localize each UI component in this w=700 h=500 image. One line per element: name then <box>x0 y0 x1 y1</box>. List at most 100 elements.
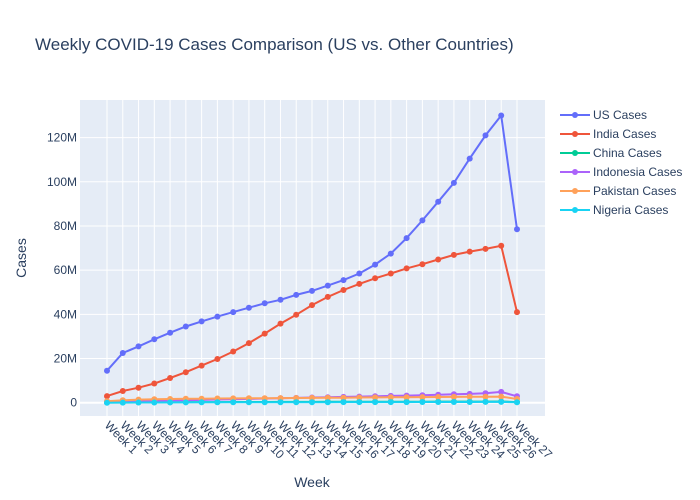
data-point <box>104 399 110 406</box>
data-point <box>135 384 142 391</box>
y-tick-label: 100M <box>47 175 77 189</box>
data-point <box>450 399 457 405</box>
data-point <box>372 399 379 406</box>
data-point <box>214 399 221 406</box>
data-point <box>324 394 331 401</box>
y-tick-label: 120M <box>47 131 77 145</box>
data-point <box>387 250 394 257</box>
data-point <box>498 242 505 249</box>
y-tick-label: 80M <box>54 219 77 233</box>
data-point <box>482 245 489 252</box>
data-point <box>309 302 315 309</box>
data-point <box>466 393 473 400</box>
data-point <box>198 399 205 406</box>
data-point <box>245 399 252 406</box>
data-point <box>435 256 442 263</box>
data-point <box>356 399 363 406</box>
data-point <box>450 179 457 186</box>
data-point <box>277 399 284 406</box>
data-point <box>340 394 347 401</box>
data-point <box>435 198 442 205</box>
legend-item[interactable]: China Cases <box>560 146 662 160</box>
legend-swatch-marker <box>572 169 578 175</box>
data-point <box>198 362 205 369</box>
data-point <box>119 350 126 356</box>
data-point <box>182 399 189 406</box>
data-point <box>293 291 300 298</box>
data-point <box>151 336 158 343</box>
legend-item[interactable]: Indonesia Cases <box>560 165 682 179</box>
data-point <box>372 275 379 282</box>
data-point <box>277 296 284 303</box>
data-point <box>293 399 300 406</box>
data-point <box>324 399 331 406</box>
data-point <box>119 388 126 394</box>
data-point <box>372 394 379 401</box>
data-point <box>214 313 221 320</box>
y-axis-ticks: 0 20M 40M 60M 80M 100M 120M <box>47 131 77 410</box>
data-point <box>245 304 252 311</box>
legend-label: China Cases <box>593 146 662 160</box>
data-point <box>498 388 505 395</box>
data-point <box>261 330 268 337</box>
legend-item[interactable]: Pakistan Cases <box>560 184 676 198</box>
data-point <box>135 399 142 406</box>
legend-swatch-marker <box>572 131 578 137</box>
data-point <box>293 311 300 318</box>
y-tick-label: 60M <box>54 263 77 277</box>
legend-swatch-marker <box>572 112 578 118</box>
grid-lines <box>80 100 545 416</box>
data-point <box>372 261 379 268</box>
data-point <box>498 112 505 119</box>
data-point <box>419 399 426 405</box>
data-point <box>403 399 410 406</box>
data-point <box>151 380 158 387</box>
data-point <box>182 323 189 330</box>
legend-label: US Cases <box>593 108 647 122</box>
data-point <box>261 395 268 402</box>
data-point <box>482 398 489 405</box>
legend-item[interactable]: India Cases <box>560 127 656 141</box>
data-point <box>340 399 347 406</box>
data-point <box>104 393 110 400</box>
data-point <box>230 399 237 406</box>
data-point <box>151 399 158 406</box>
data-point <box>309 394 315 401</box>
data-point <box>293 395 300 401</box>
y-tick-label: 20M <box>54 352 77 366</box>
data-point <box>419 394 426 401</box>
data-point <box>419 261 426 268</box>
legend[interactable]: US Cases India Cases China Cases Indonesia … <box>560 108 682 217</box>
data-point <box>182 369 189 376</box>
data-point <box>230 309 237 316</box>
y-tick-label: 0 <box>70 396 77 410</box>
data-point <box>466 399 473 405</box>
legend-label: India Cases <box>593 127 656 141</box>
y-tick-label: 40M <box>54 307 77 321</box>
data-point <box>435 399 442 405</box>
data-point <box>419 217 426 224</box>
data-point <box>261 300 268 307</box>
data-point <box>435 394 442 400</box>
legend-label: Pakistan Cases <box>593 184 676 198</box>
legend-item[interactable]: US Cases <box>560 108 647 122</box>
data-point <box>119 399 126 406</box>
data-point <box>450 393 457 400</box>
data-point <box>482 393 489 400</box>
legend-item[interactable]: Nigeria Cases <box>560 203 668 217</box>
data-point <box>198 318 205 325</box>
data-point <box>309 287 315 294</box>
data-point <box>498 393 505 400</box>
data-point <box>466 155 473 162</box>
data-point <box>356 394 363 401</box>
data-point <box>135 343 142 350</box>
data-point <box>245 340 252 347</box>
data-point <box>403 265 410 272</box>
data-point <box>356 280 363 287</box>
data-point <box>356 270 363 277</box>
series-nigeria-cases <box>104 398 520 406</box>
series-lines <box>104 112 520 406</box>
data-point <box>450 251 457 258</box>
data-point <box>466 248 473 255</box>
